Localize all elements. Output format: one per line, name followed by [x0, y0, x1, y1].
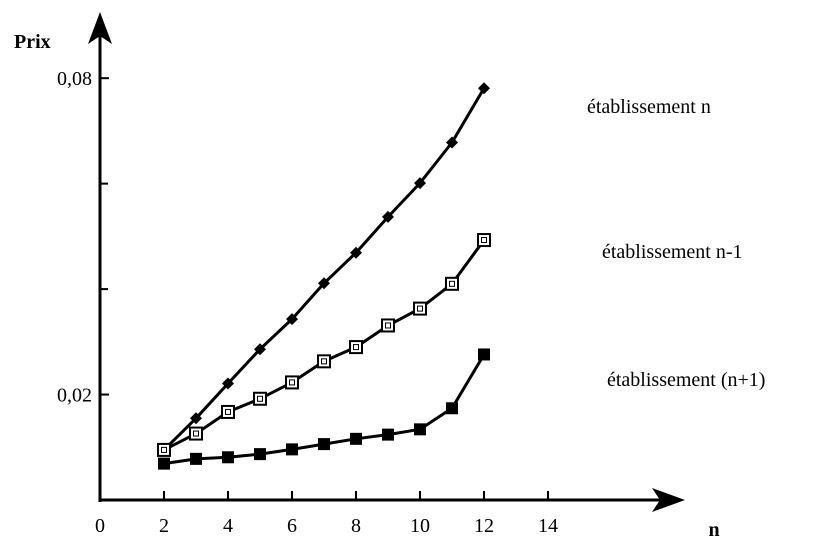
data-point — [478, 82, 490, 95]
series-line — [162, 87, 486, 451]
y-ticks: 0,02 0,08 — [57, 68, 109, 407]
data-point-inner — [353, 344, 359, 351]
data-point — [254, 448, 266, 461]
data-point-inner — [225, 408, 231, 415]
series-label: établissement n — [587, 96, 711, 118]
data-point — [254, 343, 266, 356]
data-point — [382, 210, 394, 223]
x-axis-title: n — [708, 519, 719, 541]
data-point — [381, 318, 395, 333]
series-label: établissement (n+1) — [607, 369, 765, 391]
data-point — [350, 246, 362, 259]
x-tick-label: 4 — [223, 515, 233, 537]
series-labels: établissement n établissement n-1 établiss… — [587, 96, 765, 391]
x-tick-label: 0 — [95, 515, 105, 537]
data-point-inner — [385, 322, 391, 329]
data-point-inner — [289, 379, 295, 386]
x-ticks: 0 2 4 6 8 10 12 14 — [95, 491, 558, 537]
data-point — [253, 391, 267, 406]
data-point — [382, 428, 394, 441]
series-layer — [157, 82, 491, 470]
y-axis-arrowhead — [88, 12, 112, 44]
data-point — [413, 301, 427, 316]
y-tick-label: 0,02 — [57, 385, 92, 407]
data-point — [350, 432, 362, 445]
data-point — [318, 277, 330, 290]
x-tick-label: 2 — [159, 515, 169, 537]
data-point — [445, 276, 459, 291]
data-point — [414, 177, 426, 190]
data-point — [190, 452, 202, 465]
data-point-inner — [417, 305, 423, 312]
data-point — [446, 402, 458, 415]
series-3 — [158, 348, 490, 470]
data-point — [158, 457, 170, 470]
data-point-inner — [257, 395, 263, 402]
data-point — [349, 340, 363, 355]
data-point — [477, 233, 491, 248]
data-point-inner — [481, 237, 487, 244]
x-tick-label: 14 — [538, 515, 558, 537]
data-point — [190, 412, 202, 425]
data-point — [285, 375, 299, 390]
data-point — [189, 426, 203, 441]
x-tick-label: 12 — [474, 515, 494, 537]
data-point — [286, 443, 298, 456]
data-point — [157, 442, 171, 457]
data-point — [286, 313, 298, 326]
series-2 — [157, 233, 491, 457]
x-tick-label: 10 — [410, 515, 430, 537]
data-point — [318, 438, 330, 451]
data-point — [222, 451, 234, 464]
data-point — [446, 136, 458, 149]
y-tick-label: 0,08 — [57, 68, 92, 90]
data-point — [222, 377, 234, 390]
data-point-inner — [321, 358, 327, 365]
data-point-inner — [449, 280, 455, 287]
x-tick-label: 8 — [351, 515, 361, 537]
data-point — [478, 348, 490, 361]
data-point-inner — [161, 446, 167, 453]
x-tick-label: 6 — [287, 515, 297, 537]
axes — [88, 12, 685, 512]
y-axis-title: Prix — [14, 31, 51, 53]
x-axis-arrowhead — [652, 488, 685, 512]
series-label: établissement n-1 — [602, 241, 743, 263]
series-1 — [158, 82, 490, 456]
data-point-inner — [193, 430, 199, 437]
data-point — [317, 354, 331, 369]
data-point — [221, 404, 235, 419]
data-point — [414, 423, 426, 436]
